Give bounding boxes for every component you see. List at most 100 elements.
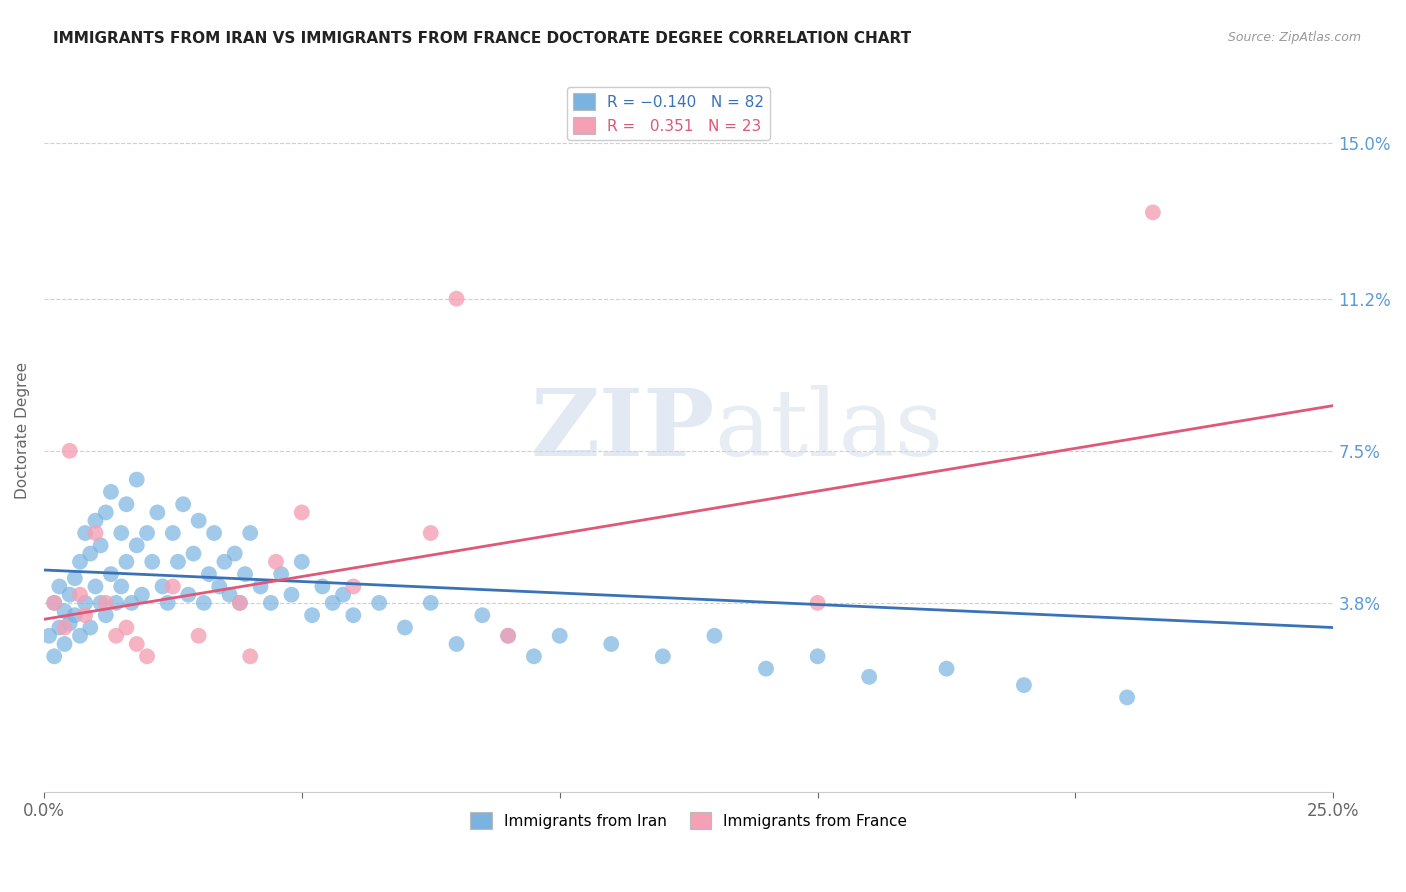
Point [446, 637, 468, 651]
Point [229, 596, 252, 610]
Point [44, 596, 66, 610]
Point [703, 629, 725, 643]
Point [322, 596, 344, 610]
Text: atlas: atlas [714, 385, 943, 475]
Point [75, 526, 97, 541]
Point [84, 514, 107, 528]
Point [79, 547, 101, 561]
Point [177, 588, 200, 602]
Point [75, 608, 97, 623]
Point [53, 604, 76, 618]
Point [84, 526, 107, 541]
Point [84, 579, 107, 593]
Point [44, 596, 66, 610]
Point [332, 588, 354, 602]
Point [208, 579, 231, 593]
Point [162, 579, 184, 593]
Point [239, 649, 262, 664]
Point [193, 596, 215, 610]
Point [110, 579, 132, 593]
Point [858, 670, 880, 684]
Point [69, 555, 91, 569]
Point [187, 514, 209, 528]
Point [233, 567, 256, 582]
Point [105, 629, 128, 643]
Point [446, 292, 468, 306]
Point [806, 649, 828, 664]
Point [1116, 690, 1139, 705]
Point [110, 526, 132, 541]
Point [94, 608, 117, 623]
Point [79, 621, 101, 635]
Point [280, 588, 302, 602]
Text: Source: ZipAtlas.com: Source: ZipAtlas.com [1227, 31, 1361, 45]
Point [496, 629, 519, 643]
Point [136, 526, 159, 541]
Point [59, 588, 82, 602]
Point [214, 555, 236, 569]
Point [44, 649, 66, 664]
Point [69, 588, 91, 602]
Point [53, 637, 76, 651]
Point [105, 596, 128, 610]
Legend: Immigrants from Iran, Immigrants from France: Immigrants from Iran, Immigrants from Fr… [464, 806, 914, 835]
Point [94, 505, 117, 519]
Point [90, 596, 112, 610]
Point [368, 596, 391, 610]
Point [291, 505, 314, 519]
Point [48, 579, 70, 593]
Point [651, 649, 673, 664]
Point [270, 567, 292, 582]
Point [264, 555, 287, 569]
Point [198, 567, 221, 582]
Point [115, 621, 138, 635]
Point [755, 662, 778, 676]
Point [523, 649, 546, 664]
Text: ZIP: ZIP [530, 385, 714, 475]
Point [53, 621, 76, 635]
Point [90, 538, 112, 552]
Point [115, 555, 138, 569]
Point [419, 596, 441, 610]
Point [121, 596, 143, 610]
Point [260, 596, 283, 610]
Point [202, 526, 225, 541]
Point [125, 538, 148, 552]
Point [496, 629, 519, 643]
Point [218, 588, 240, 602]
Point [48, 621, 70, 635]
Point [311, 579, 333, 593]
Point [152, 579, 174, 593]
Point [1012, 678, 1035, 692]
Point [224, 547, 246, 561]
Point [100, 567, 122, 582]
Point [136, 649, 159, 664]
Point [156, 596, 179, 610]
Point [141, 555, 163, 569]
Point [94, 596, 117, 610]
Point [394, 621, 416, 635]
Point [75, 596, 97, 610]
Point [249, 579, 271, 593]
Point [115, 497, 138, 511]
Point [131, 588, 153, 602]
Point [471, 608, 494, 623]
Point [38, 629, 60, 643]
Point [146, 505, 169, 519]
Point [342, 579, 364, 593]
Y-axis label: Doctorate Degree: Doctorate Degree [15, 361, 30, 499]
Point [935, 662, 957, 676]
Point [806, 596, 828, 610]
Point [600, 637, 623, 651]
Point [162, 526, 184, 541]
Point [69, 629, 91, 643]
Point [183, 547, 205, 561]
Point [342, 608, 364, 623]
Text: IMMIGRANTS FROM IRAN VS IMMIGRANTS FROM FRANCE DOCTORATE DEGREE CORRELATION CHAR: IMMIGRANTS FROM IRAN VS IMMIGRANTS FROM … [53, 31, 911, 46]
Point [419, 526, 441, 541]
Point [239, 526, 262, 541]
Point [301, 608, 323, 623]
Point [167, 555, 190, 569]
Point [229, 596, 252, 610]
Point [125, 637, 148, 651]
